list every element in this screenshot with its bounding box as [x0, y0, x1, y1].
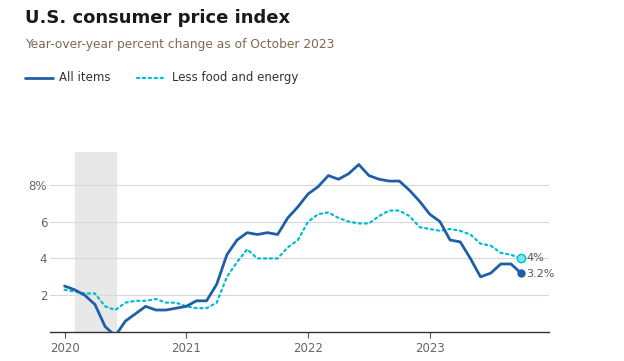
- Bar: [75, 152, 115, 332]
- Text: Year-over-year percent change as of October 2023: Year-over-year percent change as of Octo…: [25, 38, 334, 51]
- Text: All items: All items: [59, 71, 111, 84]
- Text: U.S. consumer price index: U.S. consumer price index: [25, 9, 290, 27]
- Text: 3.2%: 3.2%: [526, 269, 554, 279]
- Text: Less food and energy: Less food and energy: [172, 71, 298, 84]
- Text: 4%: 4%: [526, 253, 544, 262]
